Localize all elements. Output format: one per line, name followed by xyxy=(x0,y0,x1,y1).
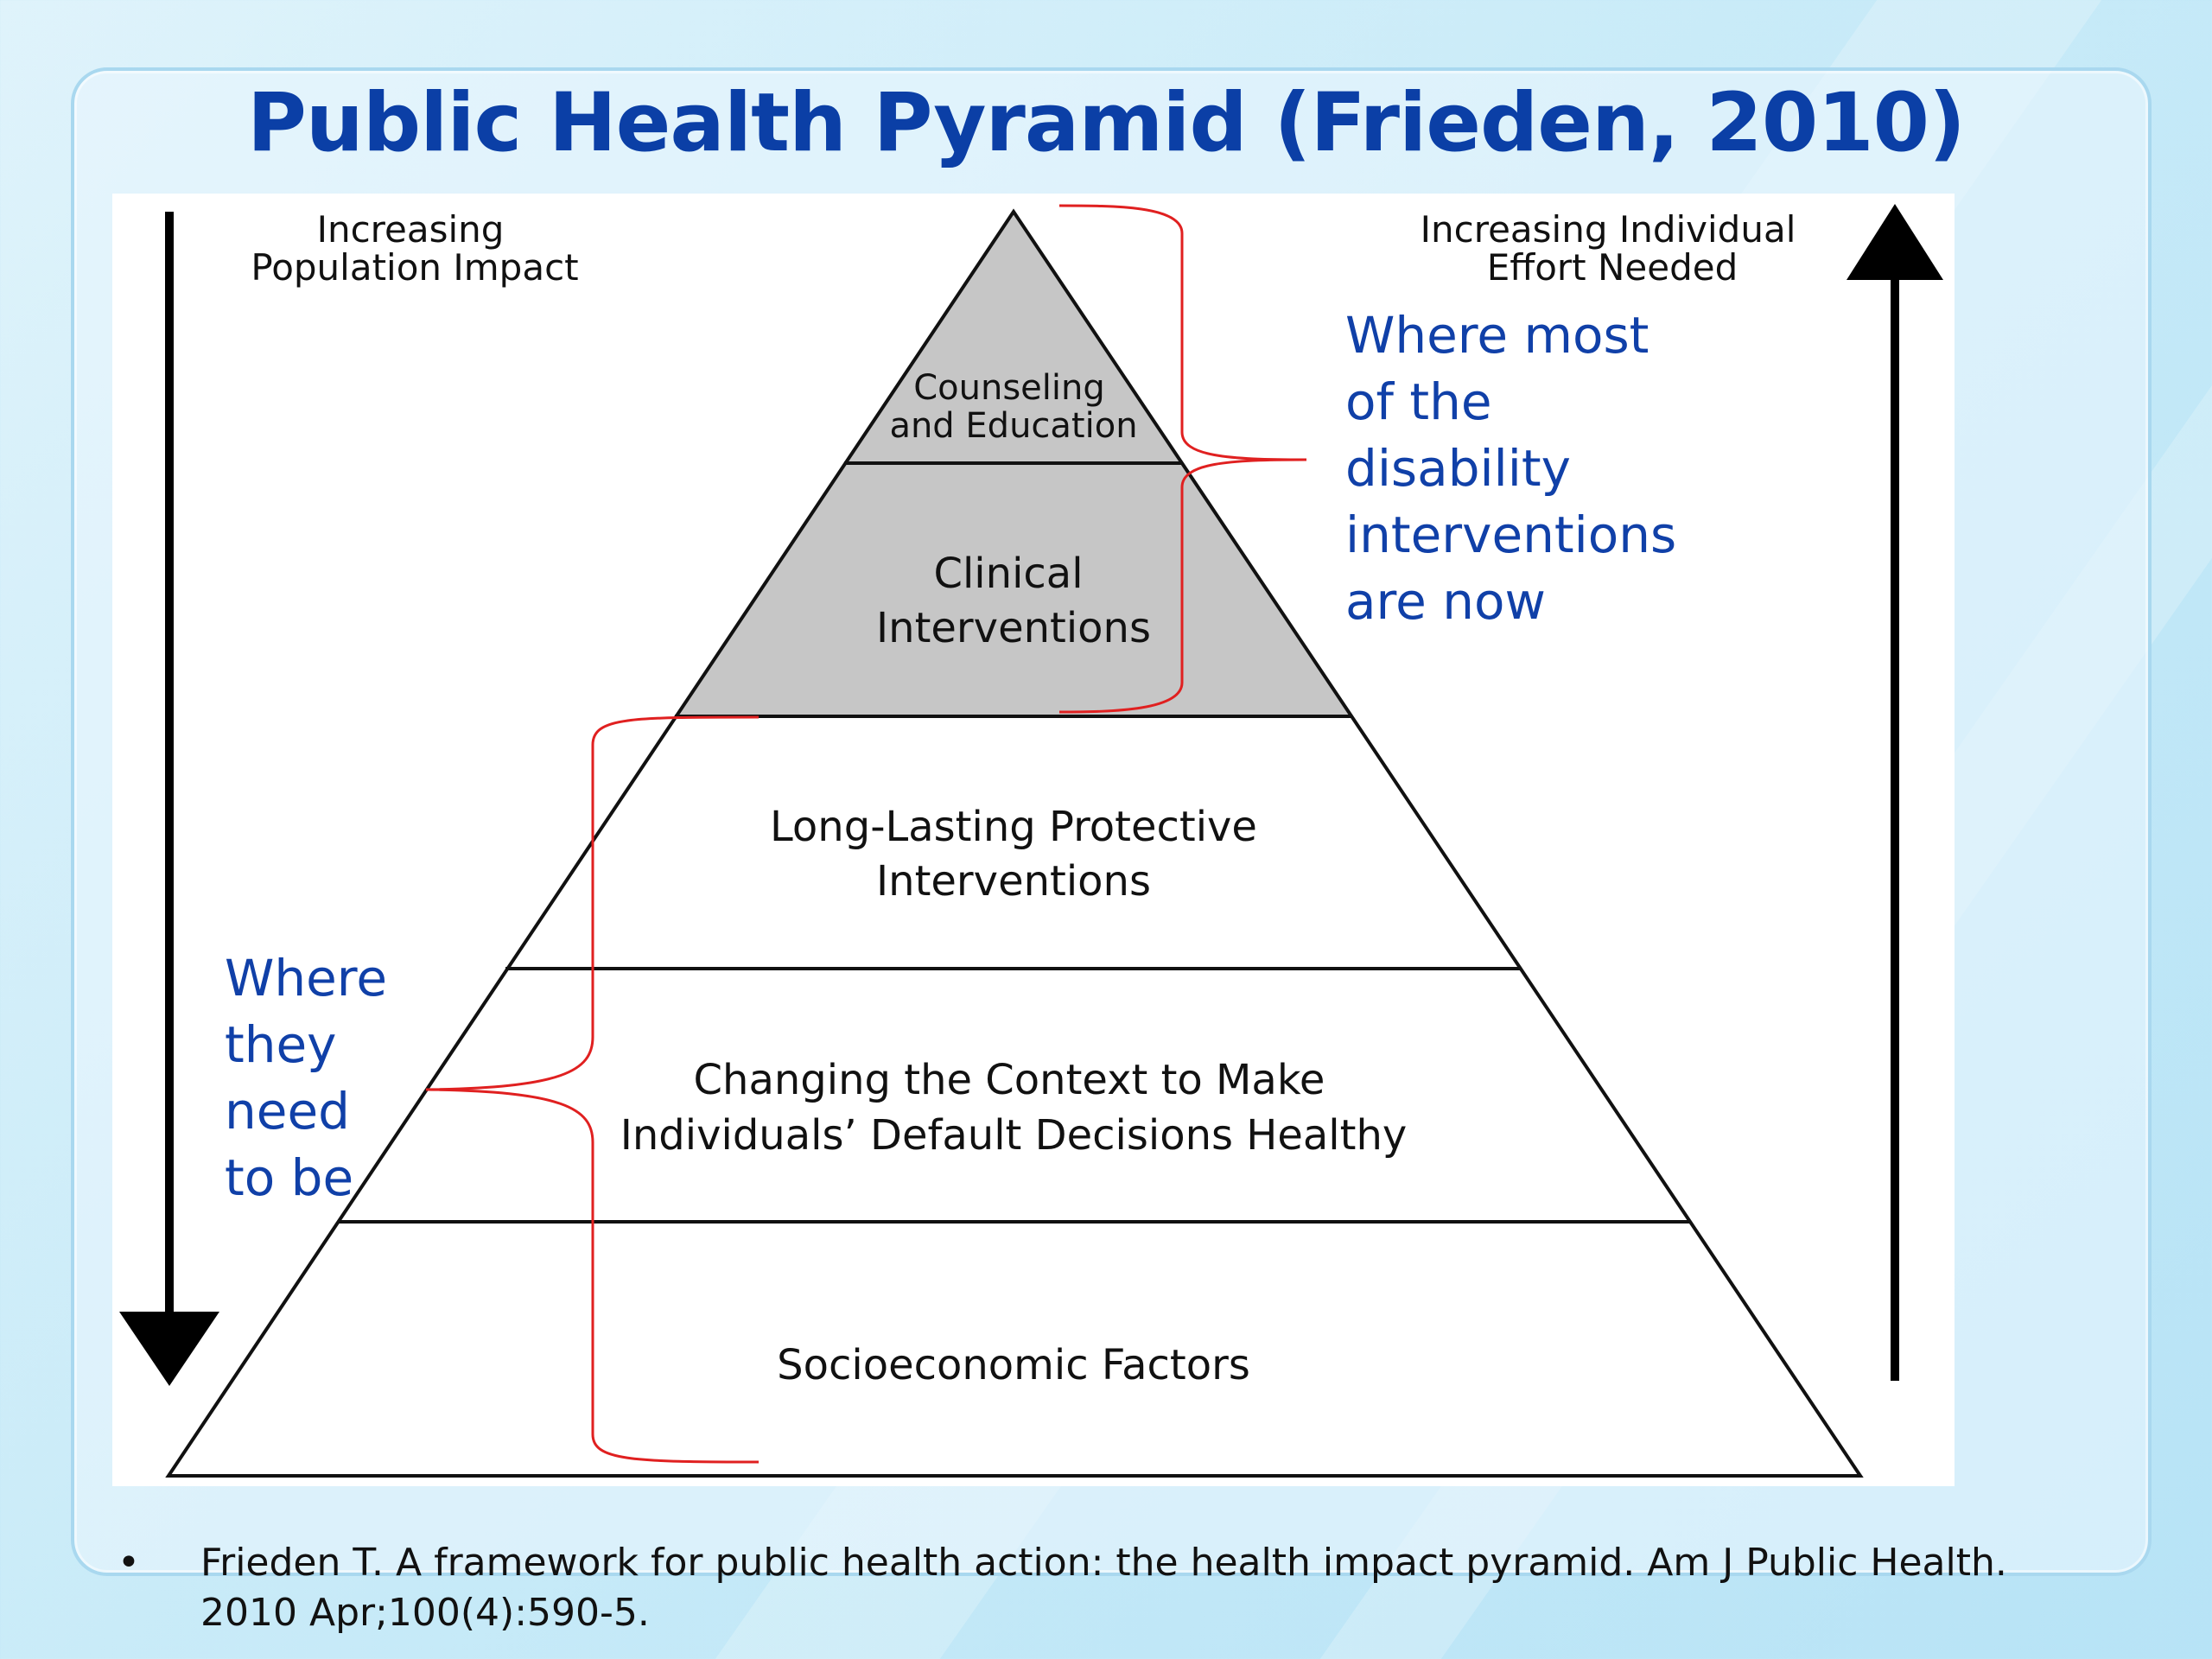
bullet: • xyxy=(118,1541,140,1585)
tier-label-clinical-line2: Interventions xyxy=(876,604,1151,652)
note-target-line4: to be xyxy=(225,1148,353,1207)
tier-label-counseling-line2: and Education xyxy=(889,406,1137,446)
tier-label-context-line2: Individuals’ Default Decisions Healthy xyxy=(620,1111,1408,1160)
reference-text: Frieden T. A framework for public health… xyxy=(200,1541,2007,1635)
arrow-down-icon xyxy=(119,1312,219,1386)
note-current-line2: of the xyxy=(1345,372,1492,431)
tier-label-counseling-line1: Counseling xyxy=(913,368,1105,408)
note-current-line1: Where most xyxy=(1345,306,1649,365)
tier-fill-counseling xyxy=(844,212,1183,463)
note-current-line4: interventions xyxy=(1345,505,1676,564)
bracket-current-interventions xyxy=(1058,204,1307,714)
right-axis-label-line1: Increasing Individual xyxy=(1421,208,1796,251)
tier-label-socioeconomic: Socioeconomic Factors xyxy=(777,1341,1250,1389)
bracket-target-interventions xyxy=(425,715,760,1464)
note-target-line2: they xyxy=(225,1015,337,1074)
tier-label-protective-line2: Interventions xyxy=(876,857,1151,906)
note-current-line3: disability xyxy=(1345,439,1571,498)
left-axis-label-line2: Population Impact xyxy=(251,246,578,289)
note-target-line3: need xyxy=(225,1082,350,1141)
slide-title: Public Health Pyramid (Frieden, 2010) xyxy=(247,76,1966,170)
pyramid-outline xyxy=(165,208,1864,1478)
tier-label-protective-line1: Long-Lasting Protective xyxy=(770,803,1257,851)
note-target-line1: Where xyxy=(225,949,387,1007)
note-current-line5: are now xyxy=(1345,572,1546,631)
left-axis-label-line1: Increasing xyxy=(317,208,505,251)
right-axis-label-line2: Effort Needed xyxy=(1487,246,1738,289)
tier-label-clinical-line1: Clinical xyxy=(933,550,1083,598)
tier-label-context-line1: Changing the Context to Make xyxy=(694,1056,1325,1104)
arrow-up-icon xyxy=(1847,204,1943,280)
